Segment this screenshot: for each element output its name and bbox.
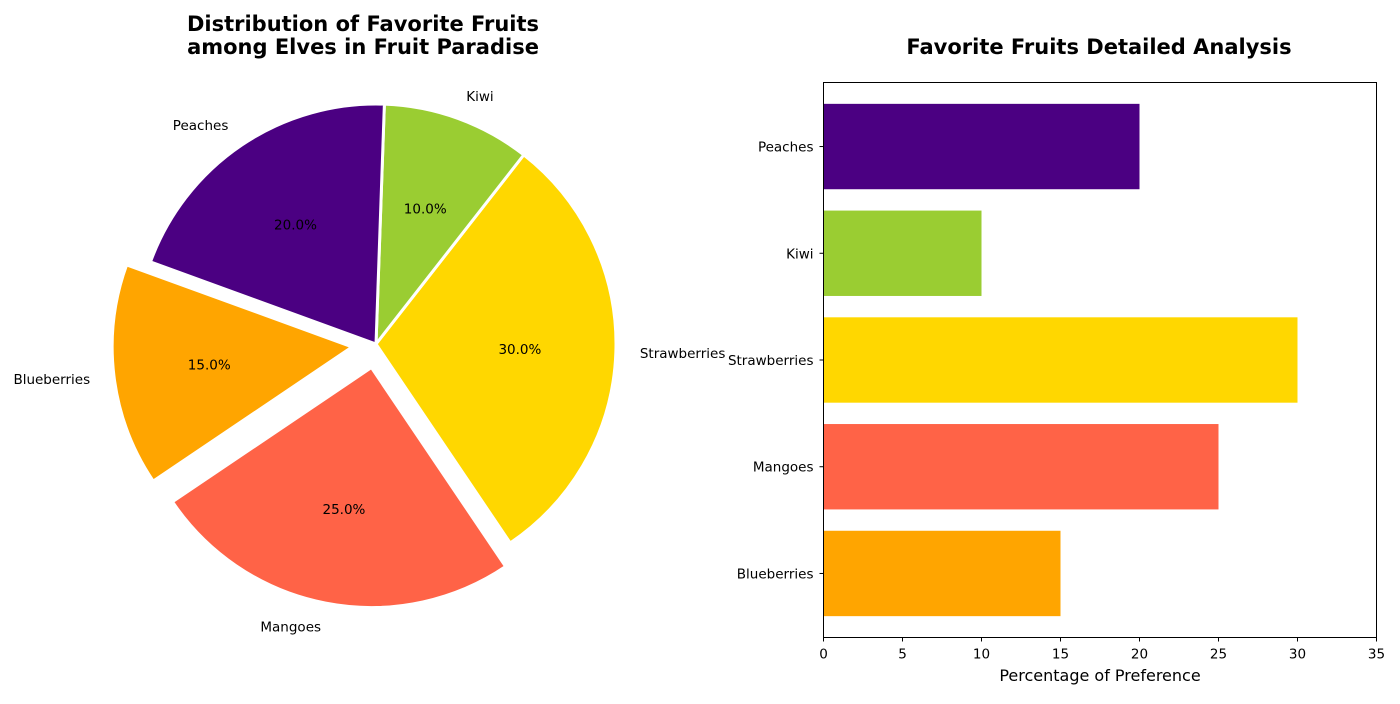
x-tick-label: 0	[819, 647, 828, 663]
bar-title: Favorite Fruits Detailed Analysis	[906, 35, 1291, 59]
pie-category-label-blueberries: Blueberries	[13, 372, 90, 388]
x-tick-label: 25	[1210, 647, 1227, 663]
pie-category-label-mangoes: Mangoes	[260, 620, 321, 636]
x-tick-label: 10	[973, 647, 990, 663]
pie-slice-kiwi	[374, 102, 526, 346]
x-tick-label: 35	[1368, 647, 1385, 663]
pie-pct-label-mangoes: 25.0%	[322, 502, 365, 518]
x-axis-label: Percentage of Preference	[999, 666, 1200, 685]
y-tick-label-blueberries: Blueberries	[737, 566, 814, 582]
x-axis-ticks: 0 5 10 15 20 25 30 35	[819, 637, 1385, 663]
pie-pct-label-blueberries: 15.0%	[188, 357, 231, 373]
bar-kiwi	[823, 210, 982, 296]
bar-peaches	[823, 103, 1140, 190]
y-tick-label-strawberries: Strawberries	[728, 353, 814, 369]
pie-title-line-1: Distribution of Favorite Fruits	[187, 12, 539, 36]
x-tick-label: 30	[1289, 647, 1306, 663]
pie-pct-label-strawberries: 30.0%	[498, 342, 541, 358]
y-tick-label-kiwi: Kiwi	[786, 246, 813, 262]
bar-blueberries	[823, 530, 1061, 617]
pie-slice-blueberries	[110, 263, 354, 483]
pie-title-line-2: among Elves in Fruit Paradise	[187, 35, 539, 59]
bar-chart: Favorite Fruits Detailed Analysis 0 5 10 15…	[728, 35, 1385, 685]
y-axis-ticks: Blueberries Mangoes Strawberries Kiwi Peache…	[728, 140, 824, 582]
y-tick-label-mangoes: Mangoes	[753, 460, 814, 476]
pie-pct-label-kiwi: 10.0%	[404, 202, 447, 218]
pie-category-label-strawberries: Strawberries	[640, 346, 726, 362]
pie-slices	[110, 102, 618, 610]
x-tick-label: 20	[1131, 647, 1148, 663]
bar-mangoes	[823, 424, 1219, 510]
pie-slice-peaches	[148, 102, 386, 346]
bar-strawberries	[823, 317, 1298, 403]
x-tick-label: 5	[898, 647, 907, 663]
pie-category-label-kiwi: Kiwi	[466, 89, 493, 105]
bars	[823, 103, 1298, 617]
x-tick-label: 15	[1052, 647, 1069, 663]
pie-chart: Distribution of Favorite Fruits among El…	[13, 12, 725, 636]
pie-slice-strawberries	[374, 153, 618, 545]
y-tick-label-peaches: Peaches	[758, 140, 814, 156]
pie-category-label-peaches: Peaches	[173, 118, 229, 134]
pie-pct-label-peaches: 20.0%	[274, 218, 317, 234]
pie-labels: 15.0% Blueberries 25.0% Mangoes 30.0% Strawbe…	[13, 89, 725, 636]
pie-slice-mangoes	[170, 366, 508, 610]
